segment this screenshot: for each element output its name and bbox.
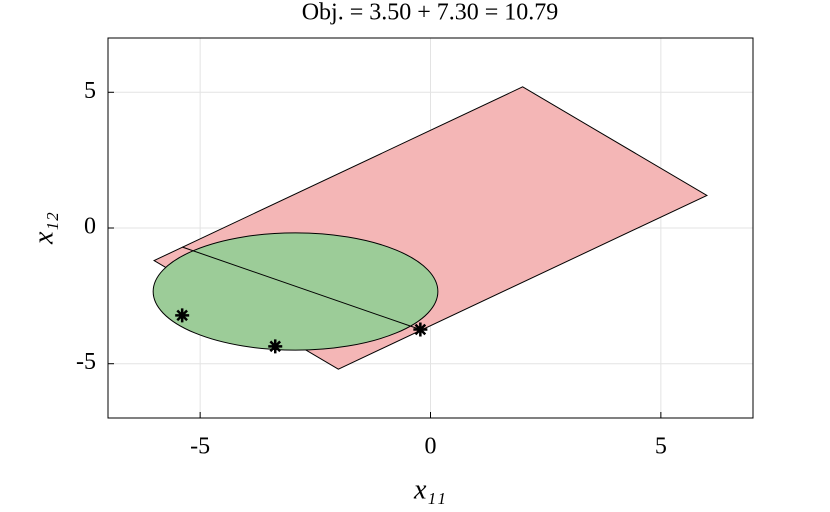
segment [182,246,421,330]
y-axis-label: x₁₂ [28,212,59,245]
x-tick-label: 0 [425,434,437,460]
x-axis-label: x₁₁ [413,474,446,505]
x-tick-label: -5 [190,434,210,460]
y-tick-label: -5 [76,349,96,375]
point [268,339,283,354]
chart-title: Obj. = 3.50 + 7.30 = 10.79 [302,0,559,26]
y-tick-label: 0 [84,214,96,240]
x-tick-label: 5 [655,434,667,460]
axes-box [107,37,754,419]
point [175,308,190,323]
ellipse [152,232,439,351]
y-tick-label: 5 [84,78,96,104]
point [413,322,428,337]
